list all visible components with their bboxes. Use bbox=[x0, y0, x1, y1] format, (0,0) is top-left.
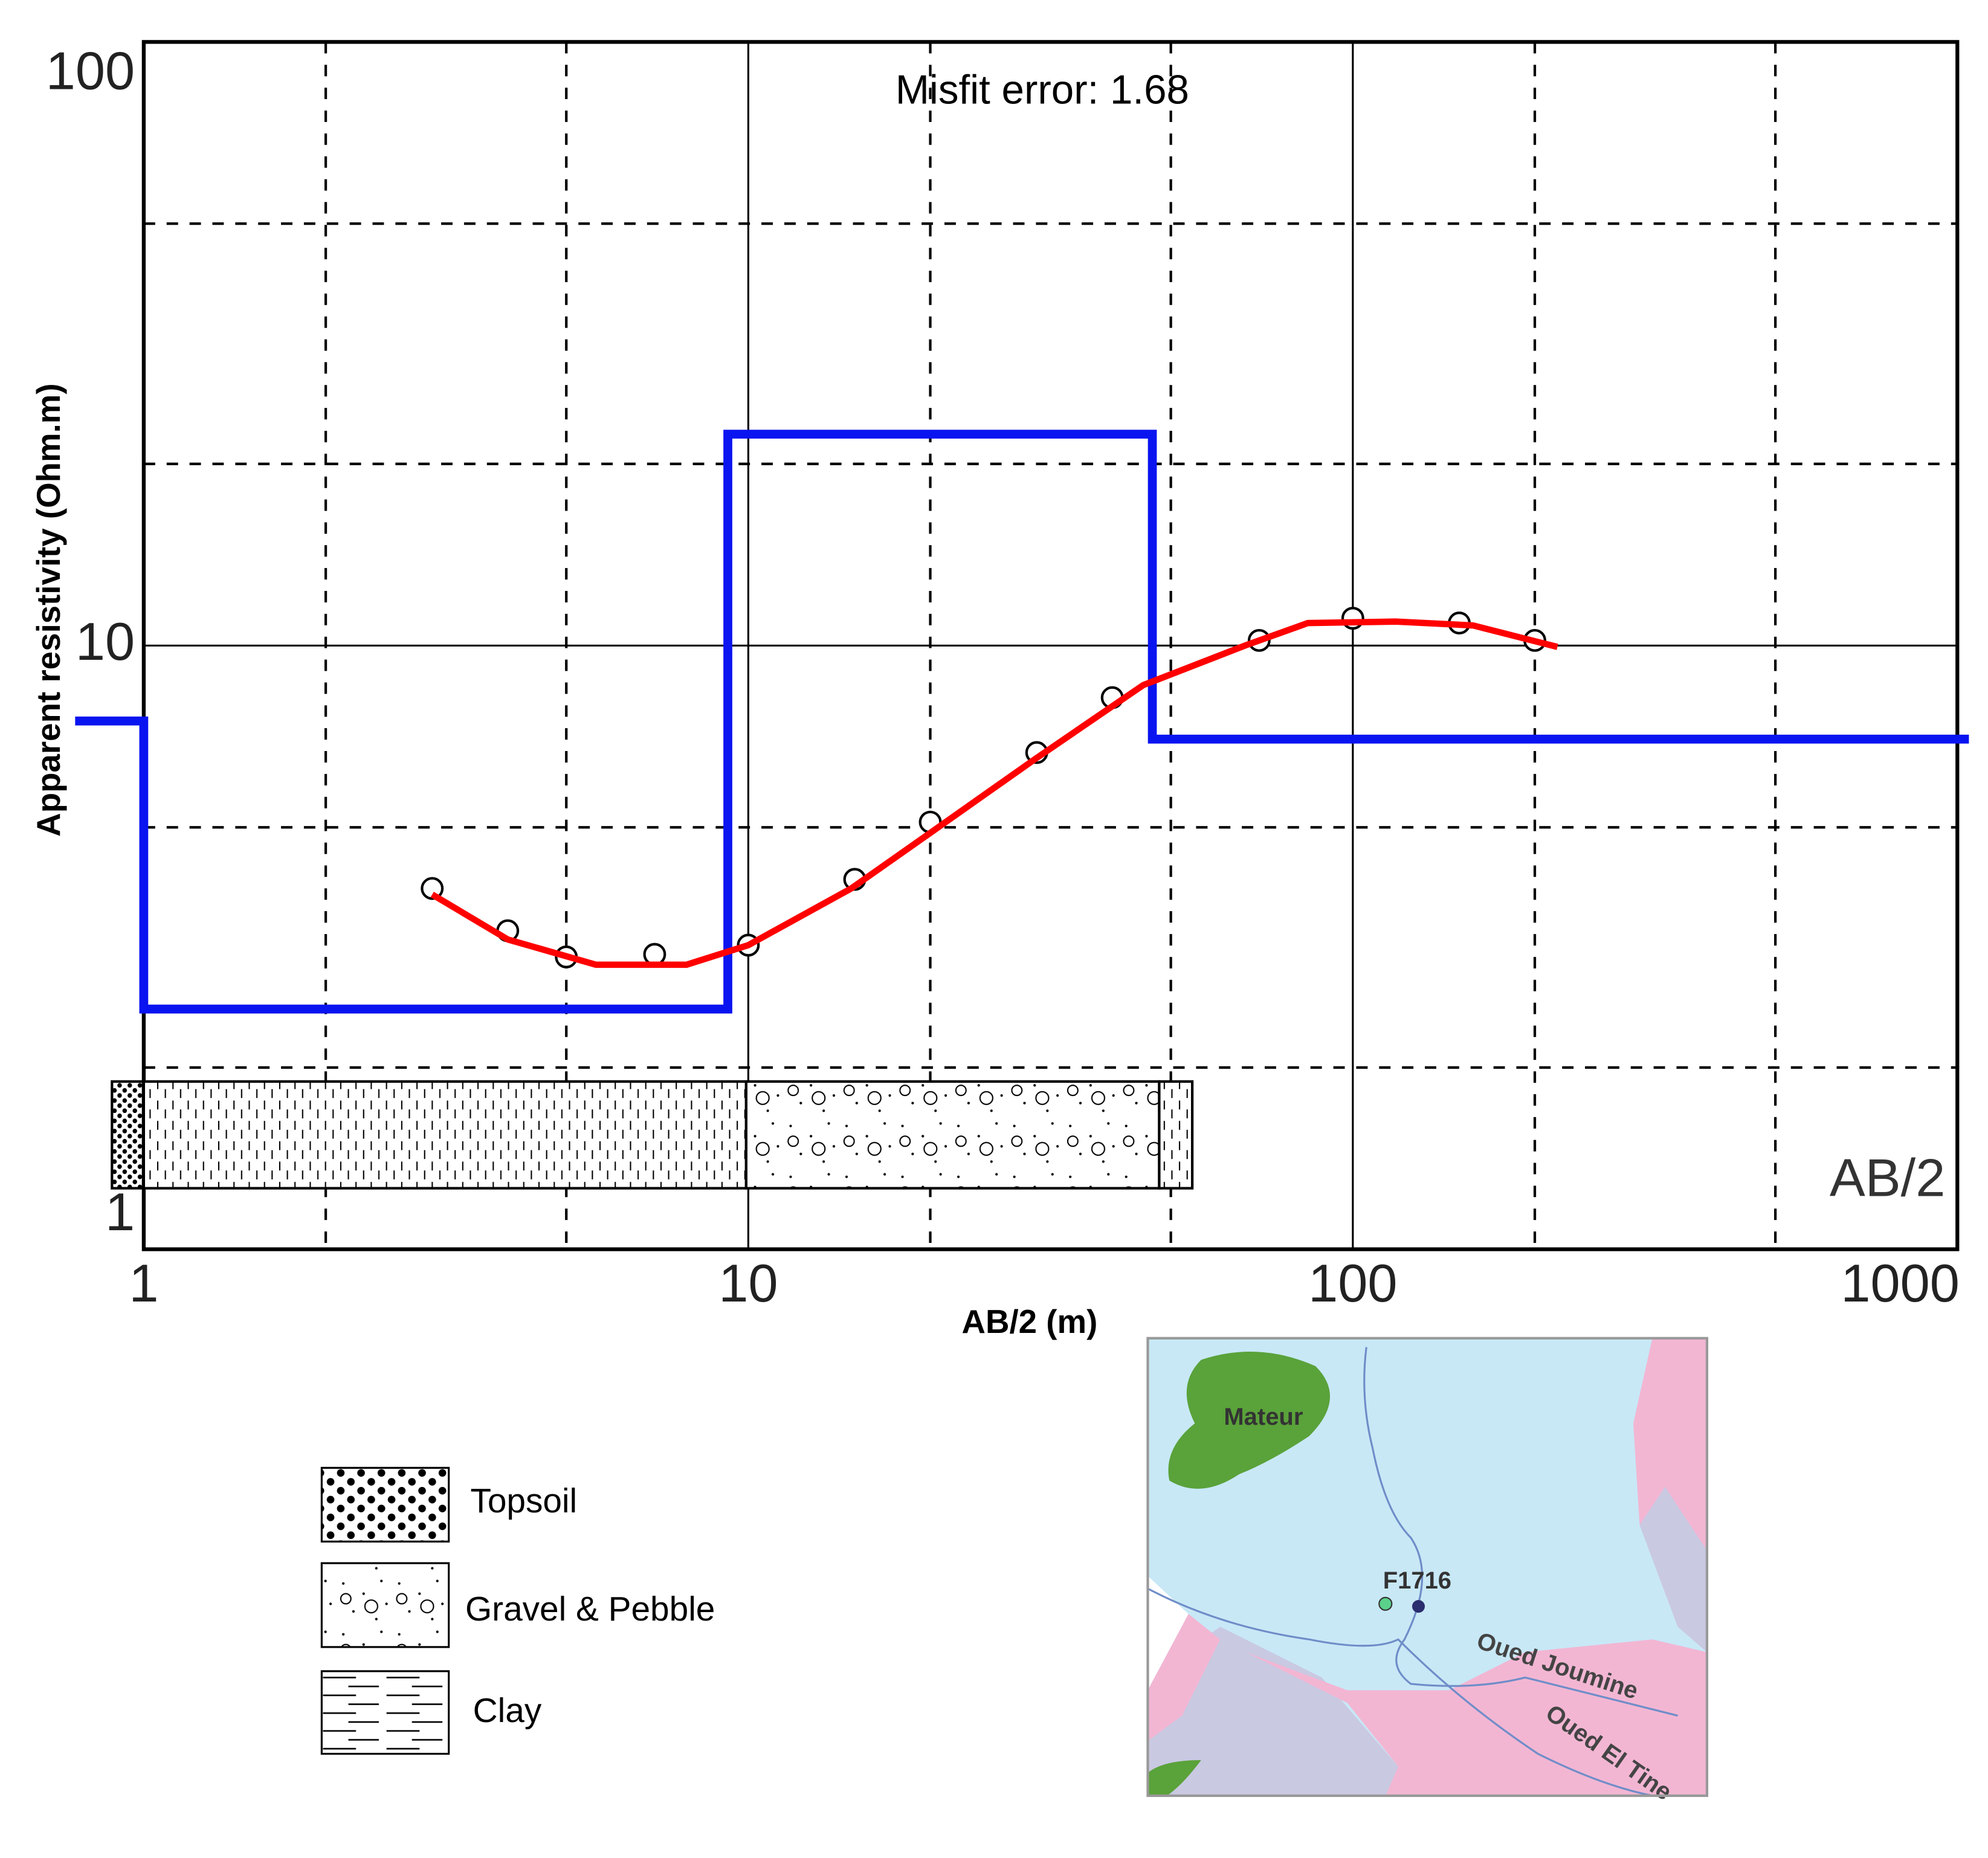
x-tick-label: 100 bbox=[1308, 1253, 1397, 1313]
y-tick-label: 1 bbox=[105, 1182, 135, 1242]
map-label: F1716 bbox=[1383, 1567, 1451, 1594]
map-river bbox=[1147, 1587, 1653, 1797]
legend-label: Gravel & Pebble bbox=[465, 1590, 715, 1628]
x-tick-label: 1 bbox=[129, 1253, 158, 1313]
data-point bbox=[421, 877, 444, 900]
plot-frame bbox=[141, 40, 1960, 1251]
legend-swatch bbox=[320, 1466, 450, 1543]
lithology-legend: Topsoil Gravel & Pebble Clay bbox=[320, 1466, 715, 1755]
map-frame bbox=[1146, 1337, 1709, 1798]
map-label: Mateur bbox=[1224, 1404, 1303, 1430]
map-zone bbox=[1147, 1614, 1221, 1741]
map-town bbox=[1168, 1351, 1331, 1489]
y-tick-label: 10 bbox=[76, 611, 135, 671]
map-point bbox=[1378, 1596, 1393, 1611]
location-map: Mateur F1716 Oued Joumine Oued El Tine bbox=[1146, 1337, 1709, 1805]
layer-clay bbox=[1158, 1080, 1194, 1190]
layer-gravel bbox=[744, 1080, 1161, 1190]
y-tick-label: 100 bbox=[46, 40, 135, 100]
series-line bbox=[430, 618, 1558, 968]
annotation: Misfit error: 1.68 bbox=[896, 67, 1189, 112]
x-tick-label: 1000 bbox=[1841, 1253, 1960, 1313]
map-zone bbox=[1147, 1576, 1189, 1691]
legend-label: Clay bbox=[473, 1692, 542, 1730]
y-axis-label: Apparent resistivity (Ohm.m) bbox=[30, 383, 67, 836]
layer-clay bbox=[142, 1080, 747, 1190]
map-zone bbox=[1245, 1639, 1707, 1796]
data-point bbox=[643, 943, 666, 966]
legend-swatch bbox=[320, 1670, 450, 1755]
map-point bbox=[1412, 1600, 1425, 1613]
map-zone bbox=[1639, 1486, 1707, 1653]
legend-swatch bbox=[320, 1562, 450, 1648]
annotation: AB/2 bbox=[1830, 1147, 1946, 1207]
map-town bbox=[1147, 1760, 1201, 1796]
lithology-column bbox=[111, 1080, 1194, 1190]
x-axis-label: AB/2 (m) bbox=[962, 1303, 1098, 1340]
legend-label: Topsoil bbox=[470, 1482, 577, 1520]
series-line bbox=[75, 430, 1969, 1014]
layer-topsoil bbox=[111, 1080, 146, 1190]
map-river bbox=[1363, 1347, 1678, 1717]
map-zone bbox=[1147, 1627, 1398, 1796]
plot: 1 10 100 1000 1 10 100 AB/2 (m) Apparent resisti… bbox=[30, 40, 1969, 1340]
x-tick-label: 10 bbox=[718, 1253, 778, 1313]
